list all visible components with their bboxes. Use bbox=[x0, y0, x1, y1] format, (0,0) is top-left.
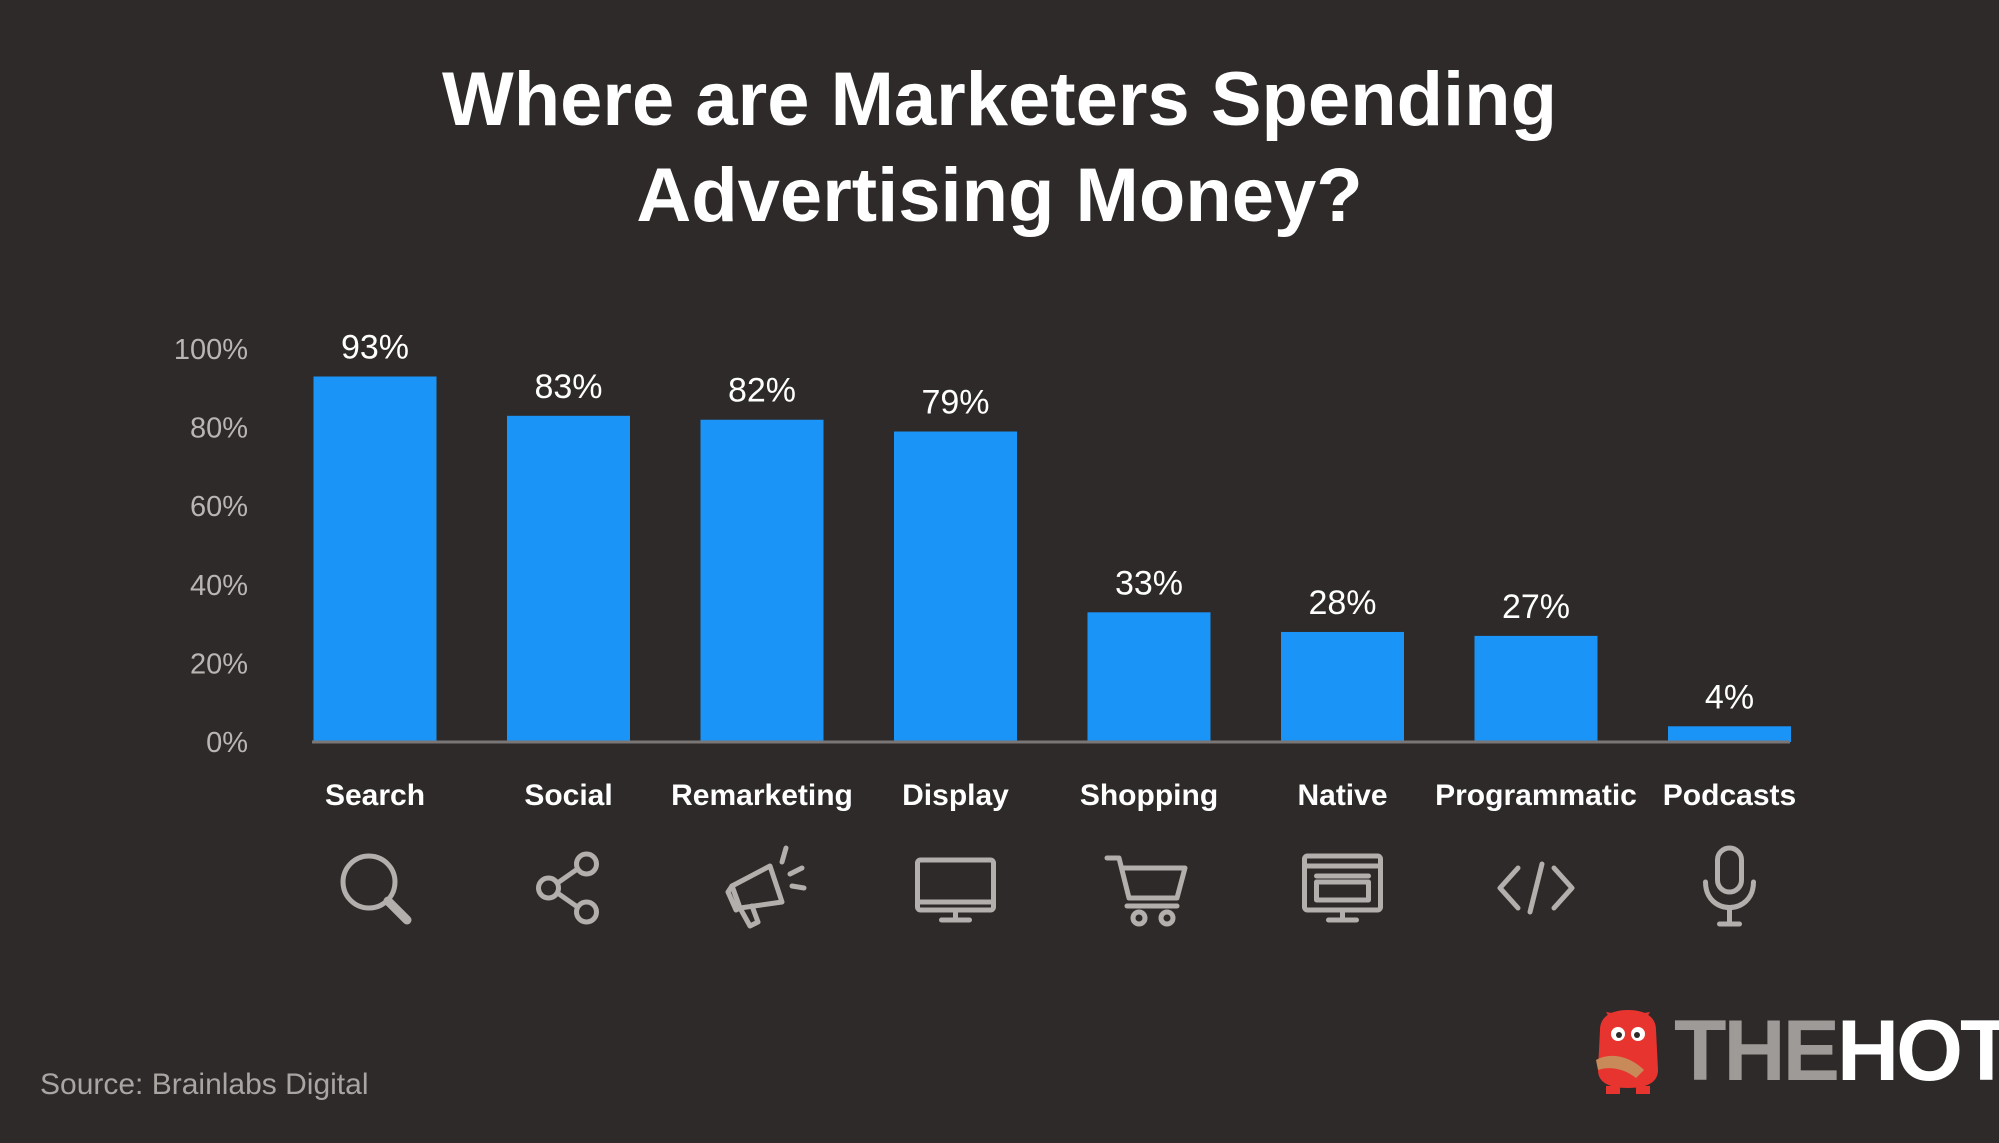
bar-shopping bbox=[1087, 612, 1211, 742]
code-icon bbox=[1497, 861, 1575, 915]
hoth-mascot-icon bbox=[1596, 1010, 1658, 1094]
bar-podcasts bbox=[1668, 726, 1791, 742]
source-note: Source: Brainlabs Digital bbox=[40, 1068, 369, 1101]
megaphone-icon bbox=[725, 845, 807, 929]
value-label: 83% bbox=[534, 368, 602, 406]
value-label: 33% bbox=[1115, 564, 1183, 602]
bars bbox=[313, 376, 1791, 742]
y-tick-label: 100% bbox=[174, 334, 248, 366]
y-tick-label: 60% bbox=[190, 491, 248, 523]
category-labels: Search Social Remarketing Display Shopping Na… bbox=[325, 779, 1796, 812]
category-label: Display bbox=[902, 779, 1009, 812]
bar-native bbox=[1281, 631, 1404, 742]
value-label: 27% bbox=[1502, 588, 1570, 626]
category-label: Search bbox=[325, 779, 425, 812]
value-label: 4% bbox=[1705, 678, 1754, 716]
y-tick-label: 80% bbox=[190, 413, 248, 445]
y-tick-label: 0% bbox=[206, 727, 248, 759]
title-line-2: Advertising Money? bbox=[636, 153, 1363, 238]
page-title: Where are Marketers Spending Advertising… bbox=[0, 52, 1999, 244]
shopping-cart-icon bbox=[1104, 855, 1188, 927]
logo-wordmark: THEHOTH bbox=[1674, 1008, 1999, 1094]
category-label: Remarketing bbox=[671, 779, 853, 812]
y-tick-label: 20% bbox=[190, 648, 248, 680]
microphone-icon bbox=[1703, 845, 1756, 927]
category-icons bbox=[340, 845, 1756, 929]
value-label: 79% bbox=[921, 384, 989, 422]
value-label: 82% bbox=[728, 372, 796, 410]
value-label: 93% bbox=[341, 329, 409, 367]
category-label: Programmatic bbox=[1435, 779, 1637, 812]
bar-social bbox=[507, 415, 630, 742]
search-icon bbox=[340, 853, 412, 925]
thehoth-logo: THEHOTH bbox=[1592, 1008, 1999, 1094]
y-tick-label: 40% bbox=[190, 570, 248, 602]
category-label: Shopping bbox=[1080, 779, 1218, 812]
category-label: Podcasts bbox=[1663, 779, 1796, 812]
y-axis-ticks: 0% 20% 40% 60% 80% 100% bbox=[174, 334, 248, 759]
logo-hoth: HOTH bbox=[1837, 1003, 1999, 1099]
bar-display bbox=[894, 431, 1017, 742]
category-label: Native bbox=[1297, 779, 1387, 812]
value-labels: 93% 83% 82% 79% 33% 28% 27% 4% bbox=[341, 329, 1754, 717]
share-icon bbox=[536, 851, 599, 925]
logo-the: THE bbox=[1674, 1003, 1840, 1099]
monitor-icon bbox=[915, 857, 996, 923]
bar-remarketing bbox=[700, 419, 824, 742]
bar-search bbox=[313, 376, 437, 742]
category-label: Social bbox=[524, 779, 612, 812]
value-label: 28% bbox=[1308, 584, 1376, 622]
title-line-1: Where are Marketers Spending bbox=[441, 57, 1558, 142]
browser-monitor-icon bbox=[1302, 853, 1383, 923]
bar-programmatic bbox=[1474, 635, 1598, 742]
